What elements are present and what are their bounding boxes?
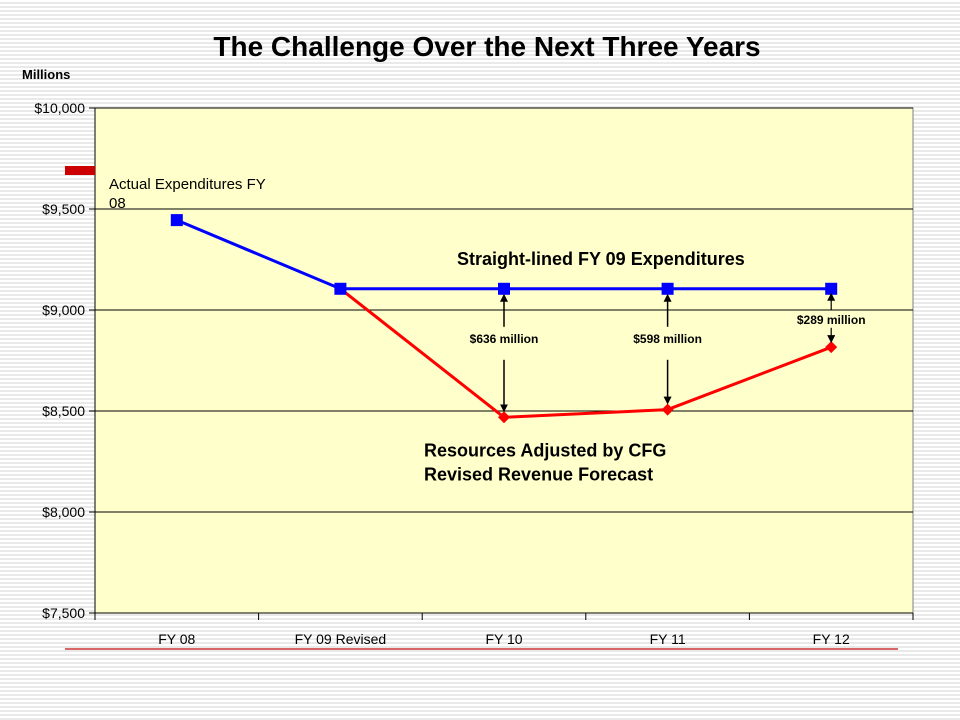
- y-tick-label: $9,000: [42, 302, 85, 318]
- gap-annotation: $598 million: [633, 332, 702, 346]
- straight-line-point: [661, 282, 674, 295]
- series-layer: [170, 214, 838, 424]
- resources-label-line: Resources Adjusted by CFG: [424, 440, 666, 460]
- x-tick-label: FY 11: [650, 631, 686, 647]
- y-tick-label: $7,500: [42, 605, 85, 621]
- straight-line-point: [498, 282, 510, 295]
- x-tick-label: FY 12: [813, 631, 850, 647]
- straight-line-point: [825, 282, 838, 295]
- y-tick-label: $9,500: [42, 201, 85, 217]
- x-tick-label: FY 10: [485, 631, 522, 647]
- straight-line-point: [334, 282, 347, 295]
- resources-point: [498, 411, 510, 424]
- straight-line-point: [170, 214, 183, 227]
- resources-point: [661, 403, 674, 416]
- y-tick-label: $10,000: [34, 100, 85, 116]
- gap-annotation: $636 million: [470, 332, 539, 346]
- straight-line-series-label: Straight-lined FY 09 Expenditures: [457, 249, 745, 269]
- y-tick-label: $8,500: [42, 403, 85, 419]
- axes: $7,500 $8,000 $8,500 $9,000 $9,500 $10,000 FY …: [34, 100, 914, 647]
- resources-label-line: Revised Revenue Forecast: [424, 464, 653, 484]
- resources-series-line: [339, 287, 832, 419]
- x-tick-label: FY 08: [158, 631, 195, 647]
- gap-annotation: $289 million: [797, 313, 866, 327]
- chart-title: The Challenge Over the Next Three Years: [213, 31, 760, 62]
- resources-point: [825, 341, 838, 354]
- x-tick-label: FY 09 Revised: [295, 631, 387, 647]
- y-axis-unit-label: Millions: [22, 67, 70, 82]
- legend-label: Actual Expenditures FY 08: [109, 176, 270, 212]
- resources-series-label: Resources Adjusted by CFG Revised Revenue…: [424, 440, 666, 484]
- y-tick-label: $8,000: [42, 504, 85, 520]
- series-labels: Straight-lined FY 09 Expenditures Resourc…: [424, 249, 745, 484]
- annotations: $636 million $598 million $289 million: [470, 292, 866, 413]
- legend-swatch: [65, 166, 95, 175]
